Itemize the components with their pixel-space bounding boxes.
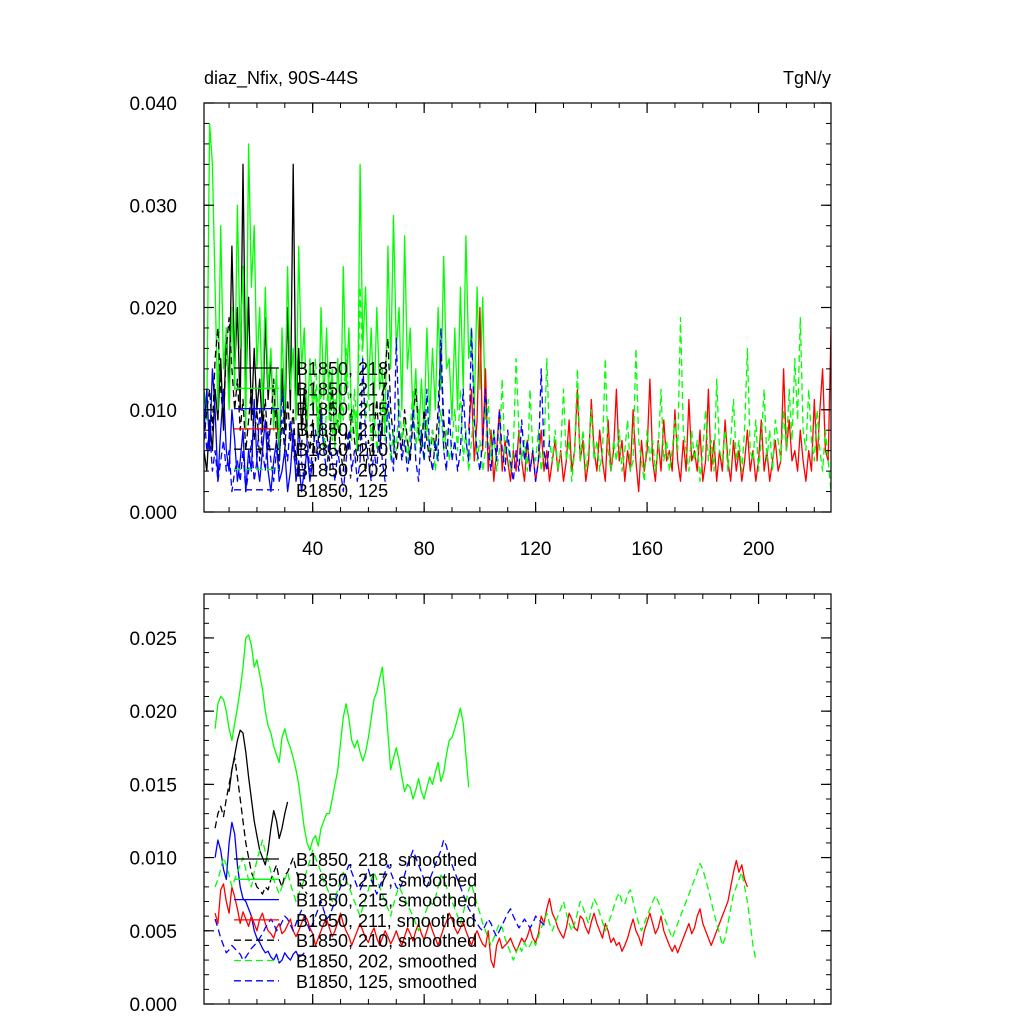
y-tick-label: 0.000: [129, 995, 177, 1016]
y-tick-label: 0.015: [129, 775, 177, 796]
x-tick-label: 120: [520, 539, 552, 560]
y-tick-label: 0.000: [129, 503, 177, 524]
legend-label-1: B1850, 218, smoothed: [296, 850, 477, 870]
series-line-6: [312, 286, 831, 493]
legend-label-5: B1850, 210: [296, 440, 388, 460]
y-tick-label: 0.010: [129, 849, 177, 870]
series-line-4: [214, 859, 749, 969]
series-line-5: [204, 317, 448, 472]
top-panel: diaz_Nfix, 90S-44S TgN/y 0.000 0.010 0.020…: [129, 68, 832, 560]
bottom-plot-area: 0.000 0.005 0.010 0.015 0.020 0.025 B1850, 218…: [129, 593, 832, 1016]
y-tick-label: 0.030: [129, 196, 177, 217]
x-tick-label: 80: [414, 539, 435, 560]
legend-label-3: B1850, 215, smoothed: [296, 891, 477, 911]
legend-label-5: B1850, 210, smoothed: [296, 931, 477, 951]
y-tick-label: 0.005: [129, 922, 177, 943]
x-tick-label: 160: [631, 539, 663, 560]
x-tick-label: 200: [743, 539, 775, 560]
series-line-7: [204, 327, 551, 493]
legend-label-4: B1850, 211, smoothed: [296, 911, 476, 931]
legend-label-2: B1850, 217, smoothed: [296, 870, 477, 890]
chart-title: diaz_Nfix, 90S-44S: [204, 68, 358, 89]
legend-label-2: B1850, 217: [296, 379, 388, 399]
series-lines: [204, 122, 831, 493]
series-line-2: [214, 634, 470, 851]
y-tick-label: 0.040: [129, 94, 177, 115]
series-line-2: [204, 122, 487, 452]
series-line-6: [214, 839, 757, 961]
x-tick-label: 40: [302, 539, 323, 560]
series-line-1: [228, 729, 289, 866]
legend-label-7: B1850, 125, smoothed: [296, 972, 477, 992]
legend-label-6: B1850, 202, smoothed: [296, 952, 477, 972]
series-lines: [214, 634, 757, 969]
y-tick-label: 0.020: [129, 299, 177, 320]
series-line-3: [214, 821, 305, 964]
legend-label-1: B1850, 218: [296, 359, 388, 379]
legend-label-4: B1850, 211: [296, 420, 387, 440]
y-tick-label: 0.010: [129, 401, 177, 422]
bottom-panel: 0.000 0.005 0.010 0.015 0.020 0.025 B1850, 218…: [129, 593, 832, 1016]
series-line-5: [214, 757, 308, 895]
series-line-1: [204, 163, 308, 472]
y-tick-label: 0.025: [129, 629, 177, 650]
legend-label-7: B1850, 125: [296, 481, 388, 501]
top-plot-area: 0.000 0.010 0.020 0.030 0.040 40 80 120 160 200 B1…: [129, 94, 832, 560]
legend-label-6: B1850, 202: [296, 461, 388, 481]
y-tick-label: 0.020: [129, 702, 177, 723]
units-label: TgN/y: [783, 68, 831, 88]
legend-label-3: B1850, 215: [296, 400, 388, 420]
